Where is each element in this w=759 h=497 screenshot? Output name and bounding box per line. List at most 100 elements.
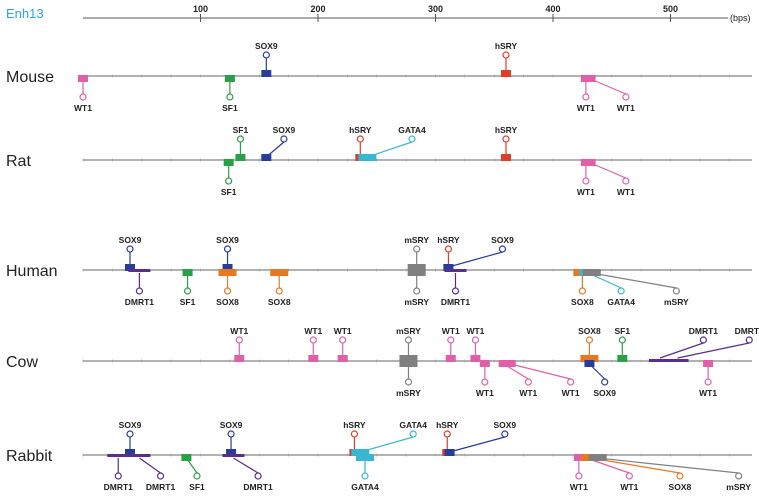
site-marker <box>745 336 753 344</box>
site-box <box>501 70 511 77</box>
site-label: SF1 <box>233 125 249 135</box>
diagram-title: Enh13 <box>6 6 44 21</box>
species-label: Rabbit <box>6 448 53 465</box>
binding-site-wt1: WT1 <box>570 454 588 492</box>
site-box <box>443 264 454 271</box>
binding-site-wt1: WT1 <box>505 360 580 398</box>
site-box <box>78 75 88 82</box>
site-label: GATA4 <box>399 420 427 430</box>
site-marker <box>193 472 201 480</box>
site-connector <box>591 272 677 289</box>
site-marker <box>79 93 87 101</box>
site-box <box>226 449 237 456</box>
site-label: WT1 <box>74 103 92 113</box>
site-connector <box>448 251 503 268</box>
binding-site-dmrt1: DMRT1 <box>128 454 175 492</box>
site-box <box>356 454 374 461</box>
site-connector <box>265 141 285 158</box>
site-marker <box>501 430 509 438</box>
site-box <box>218 269 237 276</box>
site-marker <box>582 177 590 185</box>
site-box <box>585 75 596 82</box>
binding-site-wt1: WT1 <box>699 360 717 398</box>
site-label: DMRT1 <box>441 297 471 307</box>
site-label: WT1 <box>304 326 322 336</box>
site-marker <box>502 135 510 143</box>
site-marker <box>625 472 633 480</box>
site-box <box>128 269 151 272</box>
site-label: SF1 <box>189 482 205 492</box>
site-marker <box>339 336 347 344</box>
site-marker <box>617 287 625 295</box>
site-marker <box>413 287 421 295</box>
site-label: GATA4 <box>607 297 635 307</box>
site-connector <box>360 436 414 453</box>
site-marker <box>601 378 609 386</box>
site-label: hSRY <box>436 420 459 430</box>
binding-site-hsry: hSRY <box>495 125 518 161</box>
binding-site-sox9: SOX9 <box>119 235 142 271</box>
site-box <box>235 154 246 161</box>
site-marker <box>676 472 684 480</box>
site-connector <box>510 363 571 380</box>
site-label: SOX9 <box>216 235 239 245</box>
site-label: WT1 <box>617 103 635 113</box>
binding-site-dmrt1: DMRT1 <box>441 269 471 307</box>
site-marker <box>226 93 234 101</box>
site-box <box>648 359 671 362</box>
site-marker <box>183 287 192 295</box>
site-label: SOX9 <box>220 420 243 430</box>
site-marker <box>409 430 417 438</box>
site-marker <box>404 336 413 344</box>
site-box <box>585 159 596 166</box>
site-label: SF1 <box>180 297 196 307</box>
site-marker <box>350 430 359 438</box>
binding-site-sf1: SF1 <box>233 125 249 161</box>
site-marker <box>451 287 460 295</box>
site-marker <box>156 472 165 480</box>
site-marker <box>275 287 283 295</box>
site-label: SOX8 <box>268 297 291 307</box>
binding-site-sox9: SOX9 <box>584 360 616 398</box>
site-box <box>358 154 377 161</box>
site-label: SOX8 <box>216 297 239 307</box>
site-marker <box>575 472 583 480</box>
site-marker <box>704 378 712 386</box>
site-box <box>261 154 272 161</box>
binding-site-sf1: SF1 <box>181 454 205 492</box>
binding-site-sox8: SOX8 <box>578 326 601 362</box>
scale-tick-label: 400 <box>545 4 560 14</box>
species-tracks: Mouse WT1 SF1 SOX9 hSRY WT1 WT1 Rat SF1 SF1 SOX9 hS… <box>6 41 759 492</box>
species-label: Rat <box>6 153 31 170</box>
site-box <box>470 355 481 362</box>
binding-site-msry: mSRY <box>404 269 429 307</box>
site-box <box>444 269 467 272</box>
binding-site-sox9: SOX9 <box>444 420 516 456</box>
site-marker <box>235 336 243 344</box>
site-marker <box>622 93 630 101</box>
binding-site-sf1: SF1 <box>221 159 237 197</box>
site-label: mSRY <box>726 482 751 492</box>
site-marker <box>622 177 630 185</box>
site-marker <box>618 336 626 344</box>
site-box <box>182 269 193 276</box>
species-label: Mouse <box>6 69 54 86</box>
site-box <box>224 75 235 82</box>
site-label: SOX8 <box>571 297 594 307</box>
site-box <box>505 360 516 367</box>
site-box <box>308 355 319 362</box>
binding-site-wt1: WT1 <box>74 75 92 113</box>
binding-site-dmrt1: DMRT1 <box>648 326 718 362</box>
site-marker <box>227 430 235 438</box>
site-connector <box>139 457 161 474</box>
site-connector <box>589 363 606 380</box>
site-connector <box>659 342 704 359</box>
binding-site-wt1: WT1 <box>304 326 323 362</box>
binding-site-dmrt1: DMRT1 <box>104 454 133 492</box>
track-human: Human SOX9 DMRT1 SF1 SOX9 SOX8 SOX8 mSRY mSRY hSR… <box>6 235 752 307</box>
binding-site-gata4: GATA4 <box>351 420 427 456</box>
site-marker <box>481 378 489 386</box>
site-label: hSRY <box>495 41 518 51</box>
